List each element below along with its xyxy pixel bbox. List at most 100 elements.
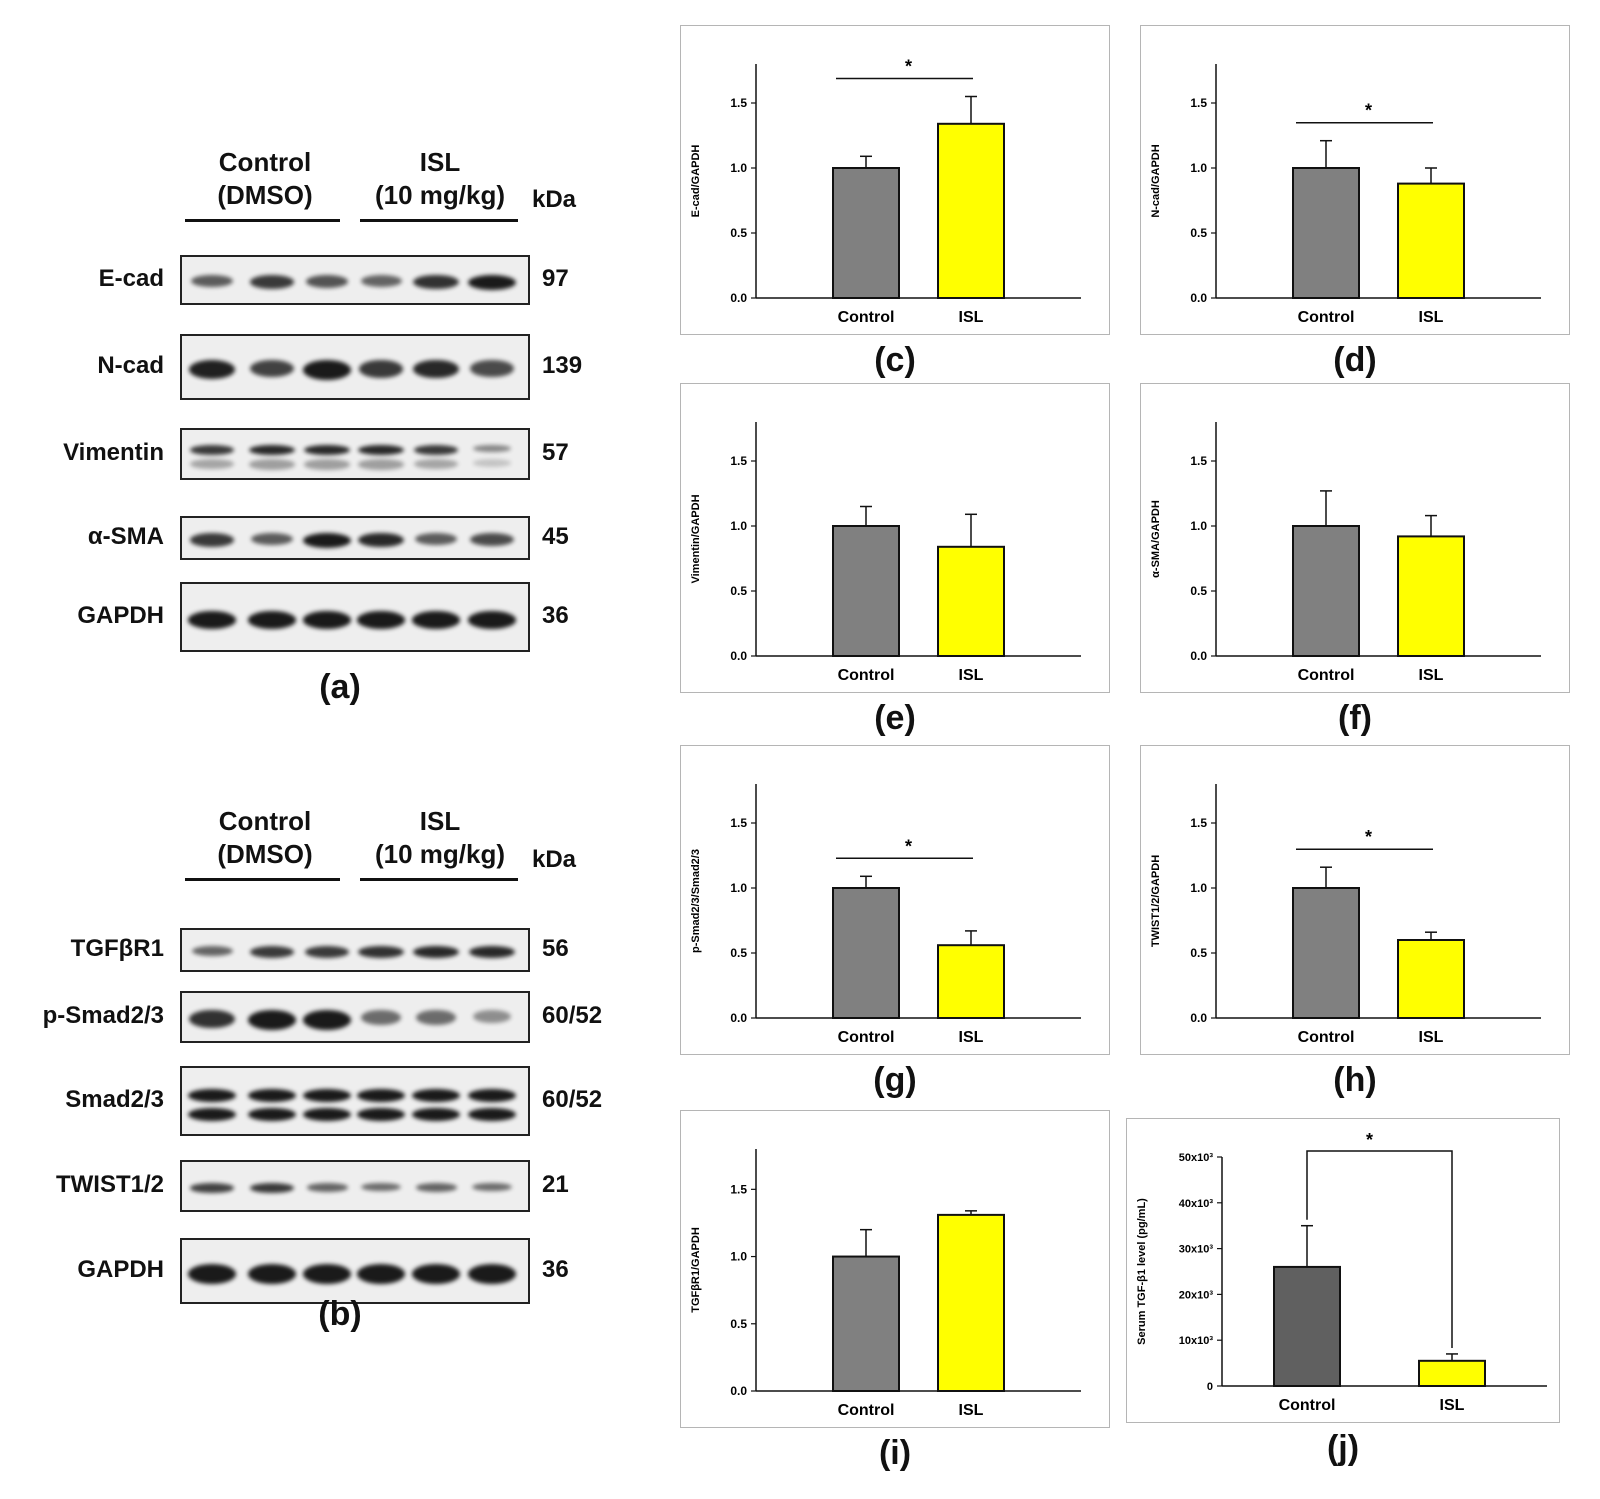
blot-band xyxy=(413,459,459,470)
bar-control xyxy=(1292,525,1360,657)
blot-band xyxy=(360,1010,402,1025)
group-control-text: Control (DMSO) xyxy=(217,147,313,210)
blot-band xyxy=(357,1264,405,1284)
x-tick-label: ISL xyxy=(959,1402,984,1419)
blot-band xyxy=(191,275,233,288)
blot-band xyxy=(358,533,404,548)
blot-band xyxy=(413,946,459,959)
bar-control xyxy=(832,167,900,299)
bar-control xyxy=(1292,167,1360,299)
group-isl-text: ISL (10 mg/kg) xyxy=(374,806,506,869)
y-tick-label: 1.5 xyxy=(1190,96,1207,110)
blot-band xyxy=(412,611,460,629)
panel-label-j: (j) xyxy=(1326,1429,1360,1467)
blot-band xyxy=(248,1264,296,1284)
blot-band xyxy=(303,611,351,629)
y-tick-label: 1.0 xyxy=(730,881,747,895)
bar-chart-e: 0.0 0.5 1.0 1.5 Vimentin/GAPDH Control ISL xyxy=(680,383,1110,693)
blot-band xyxy=(360,1183,402,1192)
blot-band xyxy=(303,1010,351,1030)
y-tick-label: 20x10³ xyxy=(1179,1289,1214,1301)
x-tick-label: Control xyxy=(838,667,895,684)
blot-label-3: Vimentin xyxy=(63,439,164,466)
y-tick-label: 1.5 xyxy=(1190,816,1207,830)
blot-band xyxy=(415,533,457,546)
chart-svg: 0.0 0.5 1.0 1.5 Vimentin/GAPDH Control ISL xyxy=(690,422,1081,684)
panel-label-i: (i) xyxy=(878,1434,912,1472)
blot-mw-3: 60/52 xyxy=(542,1086,603,1113)
kda-label: kDa xyxy=(532,846,577,873)
y-tick-label: 1.5 xyxy=(730,96,747,110)
blot-mw-2: 60/52 xyxy=(542,1002,603,1029)
y-tick-label: 0 xyxy=(1207,1381,1213,1393)
chart-svg: 0.0 0.5 1.0 1.5 TWIST1/2/GAPDH Control ISL * xyxy=(1150,784,1541,1046)
blot-band xyxy=(188,360,236,379)
y-tick-label: 1.0 xyxy=(1190,161,1207,175)
x-tick-label: ISL xyxy=(959,309,984,326)
y-axis-label: E-cad/GAPDH xyxy=(690,145,702,218)
bar-isl xyxy=(937,944,1005,1019)
blot-band xyxy=(248,1088,296,1102)
x-tick-label: Control xyxy=(1298,1029,1355,1046)
blot-band xyxy=(190,1183,234,1193)
group-isl-text: ISL (10 mg/kg) xyxy=(374,147,506,210)
y-tick-label: 1.5 xyxy=(1190,454,1207,468)
bar-chart-c: 0.0 0.5 1.0 1.5 E-cad/GAPDH Control ISL * xyxy=(680,25,1110,335)
blot-band xyxy=(248,611,296,629)
bar-isl xyxy=(937,122,1005,299)
blot-mw-4: 21 xyxy=(542,1171,569,1198)
group-line-control xyxy=(185,219,340,222)
blot-band xyxy=(189,1010,235,1028)
significance-bracket xyxy=(1306,1150,1453,1348)
bar-isl xyxy=(1418,1359,1486,1387)
x-tick-label: Control xyxy=(1298,309,1355,326)
significance-star: * xyxy=(1365,101,1372,121)
blot-image-1 xyxy=(180,928,530,972)
y-axis-label: N-cad/GAPDH xyxy=(1150,144,1162,217)
bar-isl xyxy=(937,1213,1005,1392)
blot-band xyxy=(413,275,459,289)
x-tick-label: Control xyxy=(838,1402,895,1419)
group-label-isl: ISL (10 mg/kg) xyxy=(360,805,520,871)
x-tick-label: ISL xyxy=(1419,667,1444,684)
blot-mw-5: 36 xyxy=(542,602,569,629)
blot-label-4: TWIST1/2 xyxy=(55,1171,164,1198)
blot-band xyxy=(303,533,351,549)
kda-label: kDa xyxy=(532,186,577,213)
blot-image-3 xyxy=(180,428,530,480)
group-label-isl: ISL (10 mg/kg) xyxy=(360,146,520,212)
y-tick-label: 1.5 xyxy=(730,816,747,830)
y-tick-label: 0.0 xyxy=(730,291,747,305)
blot-band xyxy=(248,1010,296,1030)
y-axis-label: α-SMA/GAPDH xyxy=(1150,500,1162,578)
blot-band xyxy=(357,1088,405,1102)
blot-band xyxy=(188,1108,236,1122)
blot-band xyxy=(468,611,516,629)
panel-label-e: (e) xyxy=(874,699,916,737)
panel-label-f: (f) xyxy=(1338,699,1372,737)
panel-label-c: (c) xyxy=(874,341,916,379)
blot-image-3 xyxy=(180,1066,530,1136)
group-line-isl xyxy=(360,219,518,222)
y-tick-label: 0.5 xyxy=(730,1317,747,1331)
blot-band xyxy=(249,946,295,958)
blot-band xyxy=(470,360,514,377)
blot-image-2 xyxy=(180,334,530,400)
blot-band xyxy=(472,444,512,453)
blot-band xyxy=(468,1088,516,1102)
blot-band xyxy=(188,1264,236,1284)
y-tick-label: 0.5 xyxy=(730,946,747,960)
blot-mw-1: 56 xyxy=(542,935,569,962)
bar-control xyxy=(832,1255,900,1392)
x-tick-label: ISL xyxy=(1419,1029,1444,1046)
bar-isl xyxy=(1397,535,1465,657)
blot-band xyxy=(189,533,235,547)
blot-band xyxy=(357,611,405,629)
blot-mw-5: 36 xyxy=(542,1256,569,1283)
blot-band xyxy=(249,275,295,289)
y-tick-label: 50x10³ xyxy=(1179,1152,1214,1164)
chart-svg: 0.0 0.5 1.0 1.5 α-SMA/GAPDH Control ISL xyxy=(1150,422,1541,684)
blot-band xyxy=(412,1264,460,1284)
blot-label-2: N-cad xyxy=(97,352,164,379)
blot-band xyxy=(413,444,459,455)
